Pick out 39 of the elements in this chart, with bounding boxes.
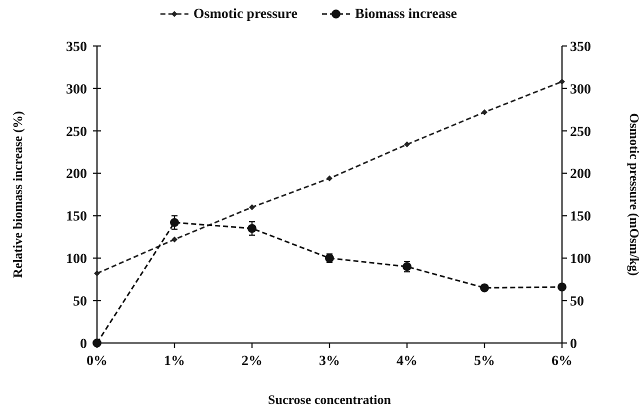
y2-tick-label: 150 <box>570 210 591 225</box>
legend-label: Osmotic pressure <box>193 7 298 22</box>
y2-tick-label: 300 <box>570 82 591 98</box>
x-tick-label: 5% <box>474 354 495 369</box>
y2-tick-label: 350 <box>570 40 591 55</box>
point <box>482 109 488 116</box>
point <box>559 78 565 85</box>
y-tick-label: 100 <box>66 252 87 268</box>
point <box>480 283 489 292</box>
point <box>326 175 332 182</box>
x-tick-label: 1% <box>164 354 185 369</box>
x-tick-label: 2% <box>242 354 262 369</box>
x-tick-label: 6% <box>552 354 572 369</box>
y2-tick-label: 200 <box>570 167 591 182</box>
point <box>94 270 100 276</box>
point <box>170 218 179 228</box>
y2-tick-label: 0 <box>570 336 577 352</box>
y-tick-label: 250 <box>66 124 87 140</box>
y2-tick-label: 250 <box>570 124 591 140</box>
y2-tick-label: 50 <box>570 294 584 310</box>
x-tick-label: 3% <box>319 354 340 369</box>
y-tick-label: 0 <box>80 336 87 352</box>
y2-tick-label: 100 <box>570 252 591 268</box>
y2-axis-title: Osmotic pressure (mOsm/kg) <box>627 113 642 276</box>
y-tick-label: 50 <box>73 294 87 310</box>
point <box>172 236 178 242</box>
y-tick-label: 300 <box>66 82 87 98</box>
y-axis-title: Relative biomass increase (%) <box>10 111 25 278</box>
point <box>249 204 255 210</box>
point <box>558 282 566 292</box>
y-tick-label: 150 <box>66 210 87 225</box>
x-axis-title: Sucrose concentration <box>268 392 392 407</box>
y-tick-label: 350 <box>66 40 87 55</box>
y-tick-label: 200 <box>66 167 87 182</box>
point <box>404 141 410 148</box>
x-tick-label: 0% <box>86 354 108 369</box>
x-tick-label: 4% <box>396 354 418 369</box>
legend-label: Biomass increase <box>355 7 458 22</box>
point <box>248 224 256 233</box>
